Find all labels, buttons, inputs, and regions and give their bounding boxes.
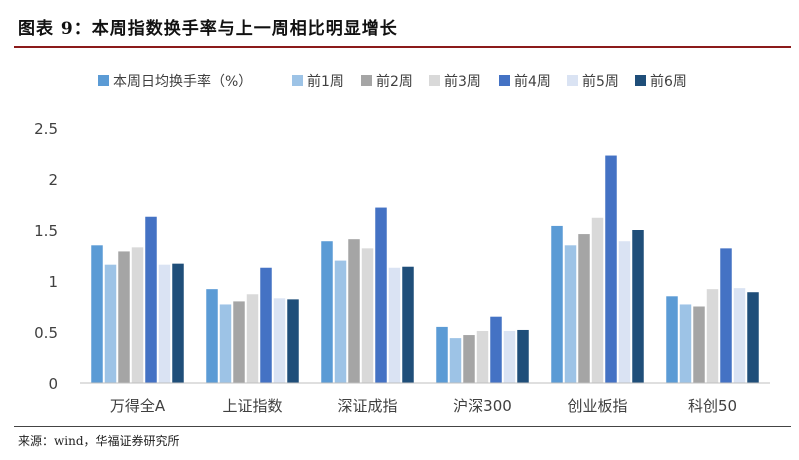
x-tick-label-5: 科创50 [688,397,737,415]
legend-label-5: 前5周 [582,73,619,90]
bar-0-5 [158,264,171,383]
y-tick-label-2: 1 [48,273,58,291]
bar-5-1 [679,304,692,383]
legend-label-1: 前1周 [307,73,344,90]
bar-3-3 [476,330,489,383]
bar-2-3 [361,248,374,383]
bar-5-3 [706,289,719,383]
bar-5-2 [693,306,705,383]
bar-3-1 [449,338,462,383]
legend-label-0: 本周日均换手率（%） [113,73,252,90]
bar-5-0 [666,296,678,383]
bar-4-1 [564,245,577,383]
legend-swatch-3 [429,75,440,86]
bar-3-6 [517,329,529,383]
bar-2-0 [321,241,333,383]
bar-2-2 [348,239,360,383]
bar-1-1 [219,304,232,383]
bar-1-0 [206,289,218,383]
bar-3-0 [436,326,448,383]
legend-swatch-6 [635,75,646,86]
source-note: 来源：wind，华福证券研究所 [18,434,180,448]
bar-0-0 [91,245,103,383]
y-tick-label-4: 2 [48,171,58,189]
bar-2-5 [388,267,401,383]
x-axis: 万得全A 上证指数 深证成指 沪深300 创业板指 科创50 [80,382,770,415]
x-tick-label-4: 创业板指 [567,397,627,415]
bar-1-3 [246,294,259,383]
bar-0-3 [131,247,144,383]
bar-4-0 [551,225,563,383]
bar-0-4 [145,216,157,383]
legend-label-6: 前6周 [650,73,687,90]
bar-2-1 [334,260,347,383]
bar-5-4 [720,248,732,383]
x-tick-label-3: 沪深300 [453,397,512,415]
legend-label-3: 前3周 [444,73,481,90]
bar-3-4 [490,316,502,383]
bar-0-2 [118,251,130,383]
x-tick-label-0: 万得全A [110,397,166,415]
bar-2-6 [402,266,414,383]
y-tick-label-1: 0.5 [34,324,58,342]
x-tick-label-1: 上证指数 [222,397,282,415]
bar-5-5 [733,288,746,383]
bar-0-6 [172,263,184,383]
y-axis: 0 0.5 1 1.5 2 2.5 [34,120,58,393]
legend-swatch-0 [98,75,109,86]
bar-5-6 [747,292,759,383]
y-tick-label-0: 0 [48,375,58,393]
bar-1-6 [287,299,299,383]
legend-swatch-5 [567,75,578,86]
bar-3-5 [503,330,516,383]
legend-label-4: 前4周 [514,73,551,90]
legend-swatch-1 [292,75,303,86]
bar-1-4 [260,267,272,383]
source-rule [14,426,791,427]
x-tick-label-2: 深证成指 [337,397,397,415]
bars [91,155,759,383]
bar-4-5 [618,241,631,383]
legend-swatch-4 [499,75,510,86]
bar-4-3 [591,217,604,383]
bar-4-2 [578,234,590,383]
bar-1-5 [273,298,286,383]
y-tick-label-3: 1.5 [34,222,58,240]
title-rule [14,46,791,48]
bar-0-1 [104,264,117,383]
legend-label-2: 前2周 [376,73,413,90]
legend-swatch-2 [361,75,372,86]
figure-title: 图表 9：本周指数换手率与上一周相比明显增长 [18,19,398,39]
bar-4-4 [605,155,617,383]
bar-3-2 [463,335,475,383]
y-tick-label-5: 2.5 [34,120,58,138]
bar-4-6 [632,230,644,383]
legend: 本周日均换手率（%） 前1周 前2周 前3周 前4周 前5周 前6周 [98,73,687,90]
bar-2-4 [375,207,387,383]
bar-1-2 [233,301,245,383]
